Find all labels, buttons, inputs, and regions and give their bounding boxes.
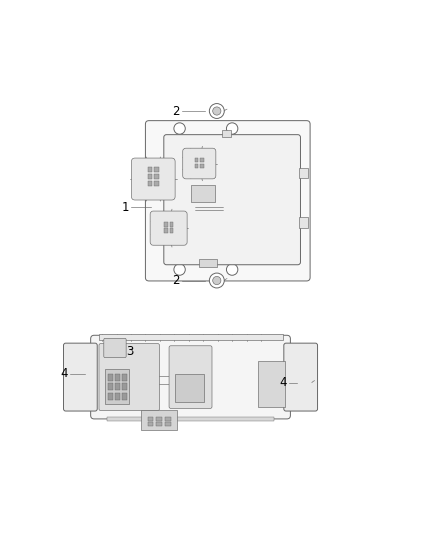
- Bar: [156, 417, 162, 421]
- Bar: [108, 383, 113, 391]
- FancyBboxPatch shape: [64, 343, 97, 411]
- Circle shape: [76, 389, 88, 400]
- Bar: [115, 393, 120, 400]
- Bar: [154, 174, 159, 179]
- Bar: [170, 222, 173, 227]
- FancyBboxPatch shape: [131, 158, 175, 200]
- Text: 4: 4: [60, 367, 68, 381]
- Circle shape: [90, 370, 98, 378]
- Bar: [299, 167, 308, 179]
- FancyBboxPatch shape: [141, 410, 177, 430]
- FancyBboxPatch shape: [145, 120, 310, 281]
- Bar: [122, 383, 127, 391]
- Bar: [222, 130, 231, 138]
- Bar: [148, 167, 152, 172]
- Bar: [108, 393, 113, 400]
- Bar: [156, 422, 162, 426]
- Text: 2: 2: [172, 104, 180, 117]
- Bar: [148, 174, 152, 179]
- Bar: [164, 228, 168, 232]
- FancyBboxPatch shape: [183, 148, 216, 179]
- Bar: [165, 417, 171, 421]
- FancyBboxPatch shape: [104, 338, 126, 358]
- Text: 1: 1: [122, 201, 129, 214]
- Bar: [148, 422, 153, 426]
- Circle shape: [226, 123, 238, 134]
- Text: 4: 4: [279, 376, 287, 389]
- Bar: [122, 393, 127, 400]
- FancyBboxPatch shape: [99, 344, 159, 410]
- Bar: [148, 417, 153, 421]
- Text: 2: 2: [172, 274, 180, 287]
- Circle shape: [296, 354, 307, 366]
- Bar: [195, 158, 198, 162]
- Circle shape: [174, 123, 185, 134]
- Bar: [115, 383, 120, 391]
- Bar: [108, 374, 113, 381]
- FancyBboxPatch shape: [150, 211, 187, 245]
- Bar: [105, 369, 129, 405]
- Bar: [99, 334, 283, 340]
- Circle shape: [137, 163, 170, 196]
- Circle shape: [297, 375, 312, 390]
- Circle shape: [187, 151, 212, 176]
- Circle shape: [300, 378, 308, 386]
- Bar: [148, 181, 152, 186]
- Circle shape: [213, 277, 221, 285]
- Bar: [258, 361, 285, 407]
- Bar: [191, 185, 215, 203]
- Circle shape: [296, 389, 307, 400]
- Bar: [154, 167, 159, 172]
- Bar: [200, 164, 204, 168]
- Circle shape: [209, 273, 224, 288]
- Bar: [299, 217, 308, 229]
- Bar: [199, 259, 217, 266]
- Circle shape: [87, 366, 102, 381]
- Bar: [115, 374, 120, 381]
- Circle shape: [183, 359, 196, 372]
- Circle shape: [76, 354, 88, 366]
- Bar: [200, 158, 204, 162]
- Bar: [175, 374, 204, 402]
- Circle shape: [226, 264, 238, 275]
- Bar: [164, 222, 168, 227]
- Bar: [165, 422, 171, 426]
- Bar: [195, 164, 198, 168]
- FancyBboxPatch shape: [284, 343, 318, 411]
- FancyBboxPatch shape: [169, 346, 212, 408]
- Circle shape: [155, 214, 183, 242]
- Bar: [107, 417, 274, 421]
- Circle shape: [218, 201, 229, 212]
- FancyBboxPatch shape: [91, 335, 290, 419]
- Circle shape: [213, 107, 221, 115]
- Bar: [154, 181, 159, 186]
- Circle shape: [209, 103, 224, 118]
- FancyBboxPatch shape: [164, 135, 300, 265]
- Text: 3: 3: [126, 345, 134, 358]
- Bar: [170, 228, 173, 232]
- Bar: [122, 374, 127, 381]
- Circle shape: [174, 264, 185, 275]
